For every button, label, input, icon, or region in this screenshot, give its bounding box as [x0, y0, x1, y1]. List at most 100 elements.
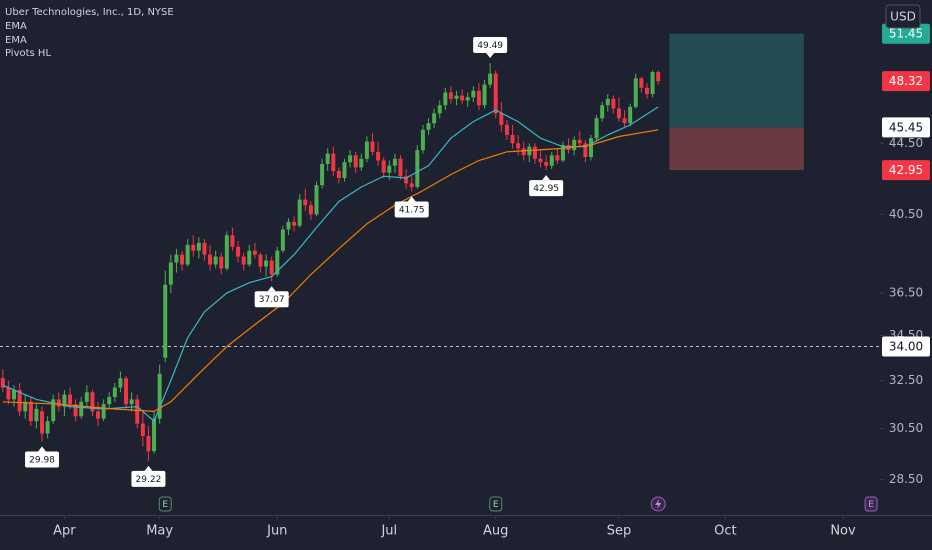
pivot-label: 29.22 [136, 475, 162, 485]
candle-body [560, 144, 565, 161]
candle-body [79, 401, 84, 417]
pivot-label-box [529, 180, 564, 197]
candle-body [196, 242, 201, 251]
pivot-pointer [407, 196, 416, 202]
candle-body [600, 105, 605, 119]
candle-body [73, 404, 78, 417]
candle-body [269, 260, 274, 275]
candle-body [325, 153, 330, 164]
candle-body [398, 158, 403, 177]
price-label: 48.32 [889, 74, 923, 88]
candle-body [308, 205, 313, 215]
candle-body [112, 387, 117, 398]
event-icon [864, 496, 878, 512]
candle-body [191, 244, 196, 251]
y-tick-label: 40.50 [889, 207, 923, 221]
candle-body [448, 92, 453, 99]
candle-body [504, 124, 509, 135]
candle-body [633, 78, 638, 107]
event-label: E [868, 500, 874, 510]
y-tick-label: 36.50 [889, 285, 923, 299]
candle-body [650, 72, 655, 95]
price-label: 45.45 [889, 120, 923, 134]
event-bolt [655, 499, 662, 509]
pivot-pointer [486, 53, 495, 59]
price-label-box [882, 71, 930, 92]
currency-button[interactable] [885, 4, 921, 29]
candle-body [224, 235, 229, 269]
candle-body [286, 221, 291, 230]
pivot-label: 42.95 [533, 184, 559, 194]
candle-body [124, 378, 129, 405]
candle-body [51, 399, 56, 422]
candle-body [387, 165, 392, 173]
candle-body [241, 256, 246, 265]
x-tick-label: Nov [830, 524, 856, 539]
candle-body [471, 90, 476, 98]
candle-body [163, 284, 168, 358]
candle-body [594, 118, 599, 139]
candle-body [538, 158, 543, 163]
candle-body [381, 160, 386, 173]
pivot-label-box [394, 201, 429, 218]
ema-line [2, 129, 659, 413]
candle-body [454, 95, 459, 99]
candle-body [443, 92, 448, 106]
candle-body [499, 113, 504, 125]
candle-body [6, 387, 11, 400]
candle-body [465, 97, 470, 101]
candle-body [611, 98, 616, 109]
price-axis: Apr May Jun Jul Aug Sep Oct Nov 28.50 30.50 32.50 3… [53, 23, 930, 539]
candle-body [583, 143, 588, 157]
y-tick-label: 32.50 [889, 373, 923, 387]
pivot-pointer [542, 175, 551, 181]
x-tick-label: May [146, 524, 173, 539]
chart-title: Uber Technologies, Inc., 1D, NYSE [5, 7, 174, 18]
candle-body [644, 87, 649, 95]
event-label: E [162, 500, 168, 510]
price-label-box [882, 160, 930, 181]
candle-body [320, 163, 325, 186]
candle-body [280, 229, 285, 251]
candle-body [45, 421, 50, 434]
price-label-box [882, 23, 930, 44]
candle-body [0, 378, 5, 388]
candle-body [432, 113, 437, 124]
currency[interactable]: USD [890, 10, 916, 24]
pivot-pointer [267, 286, 276, 292]
candle-body [639, 78, 644, 88]
candle-body [376, 151, 381, 161]
candle-body [404, 176, 409, 184]
candle-body [616, 108, 621, 119]
plot: 29.98 29.22 37.07 41.75 49.49 42.95 E E E [0, 33, 880, 512]
candle-body [426, 123, 431, 130]
candle-body [168, 262, 173, 285]
candle-body [521, 148, 526, 156]
y-tick-label: 30.50 [889, 421, 923, 435]
price-label: 34.00 [889, 340, 923, 354]
candle-body [297, 199, 302, 226]
candle-body [258, 254, 263, 267]
x-tick-label: Sep [607, 524, 632, 539]
candle-body [342, 162, 347, 179]
candle-body [275, 250, 280, 275]
ema-line [2, 106, 659, 423]
event-icon [489, 496, 503, 512]
candle-body [96, 411, 101, 419]
pivot-label: 41.75 [399, 205, 425, 215]
candle-body [213, 256, 218, 265]
pivot-label: 37.07 [259, 295, 285, 305]
candle-body [392, 158, 397, 166]
candle-body [247, 250, 252, 265]
pivot-label-box [25, 451, 60, 468]
price-label-box [882, 336, 930, 357]
candle-body [62, 394, 67, 407]
candle-body [185, 244, 190, 265]
candle-body [264, 260, 269, 267]
candle-body [230, 235, 235, 247]
candle-body [437, 105, 442, 114]
candle-body [292, 221, 297, 226]
candle-body [56, 399, 61, 407]
y-tick-label: 28.50 [889, 472, 923, 486]
